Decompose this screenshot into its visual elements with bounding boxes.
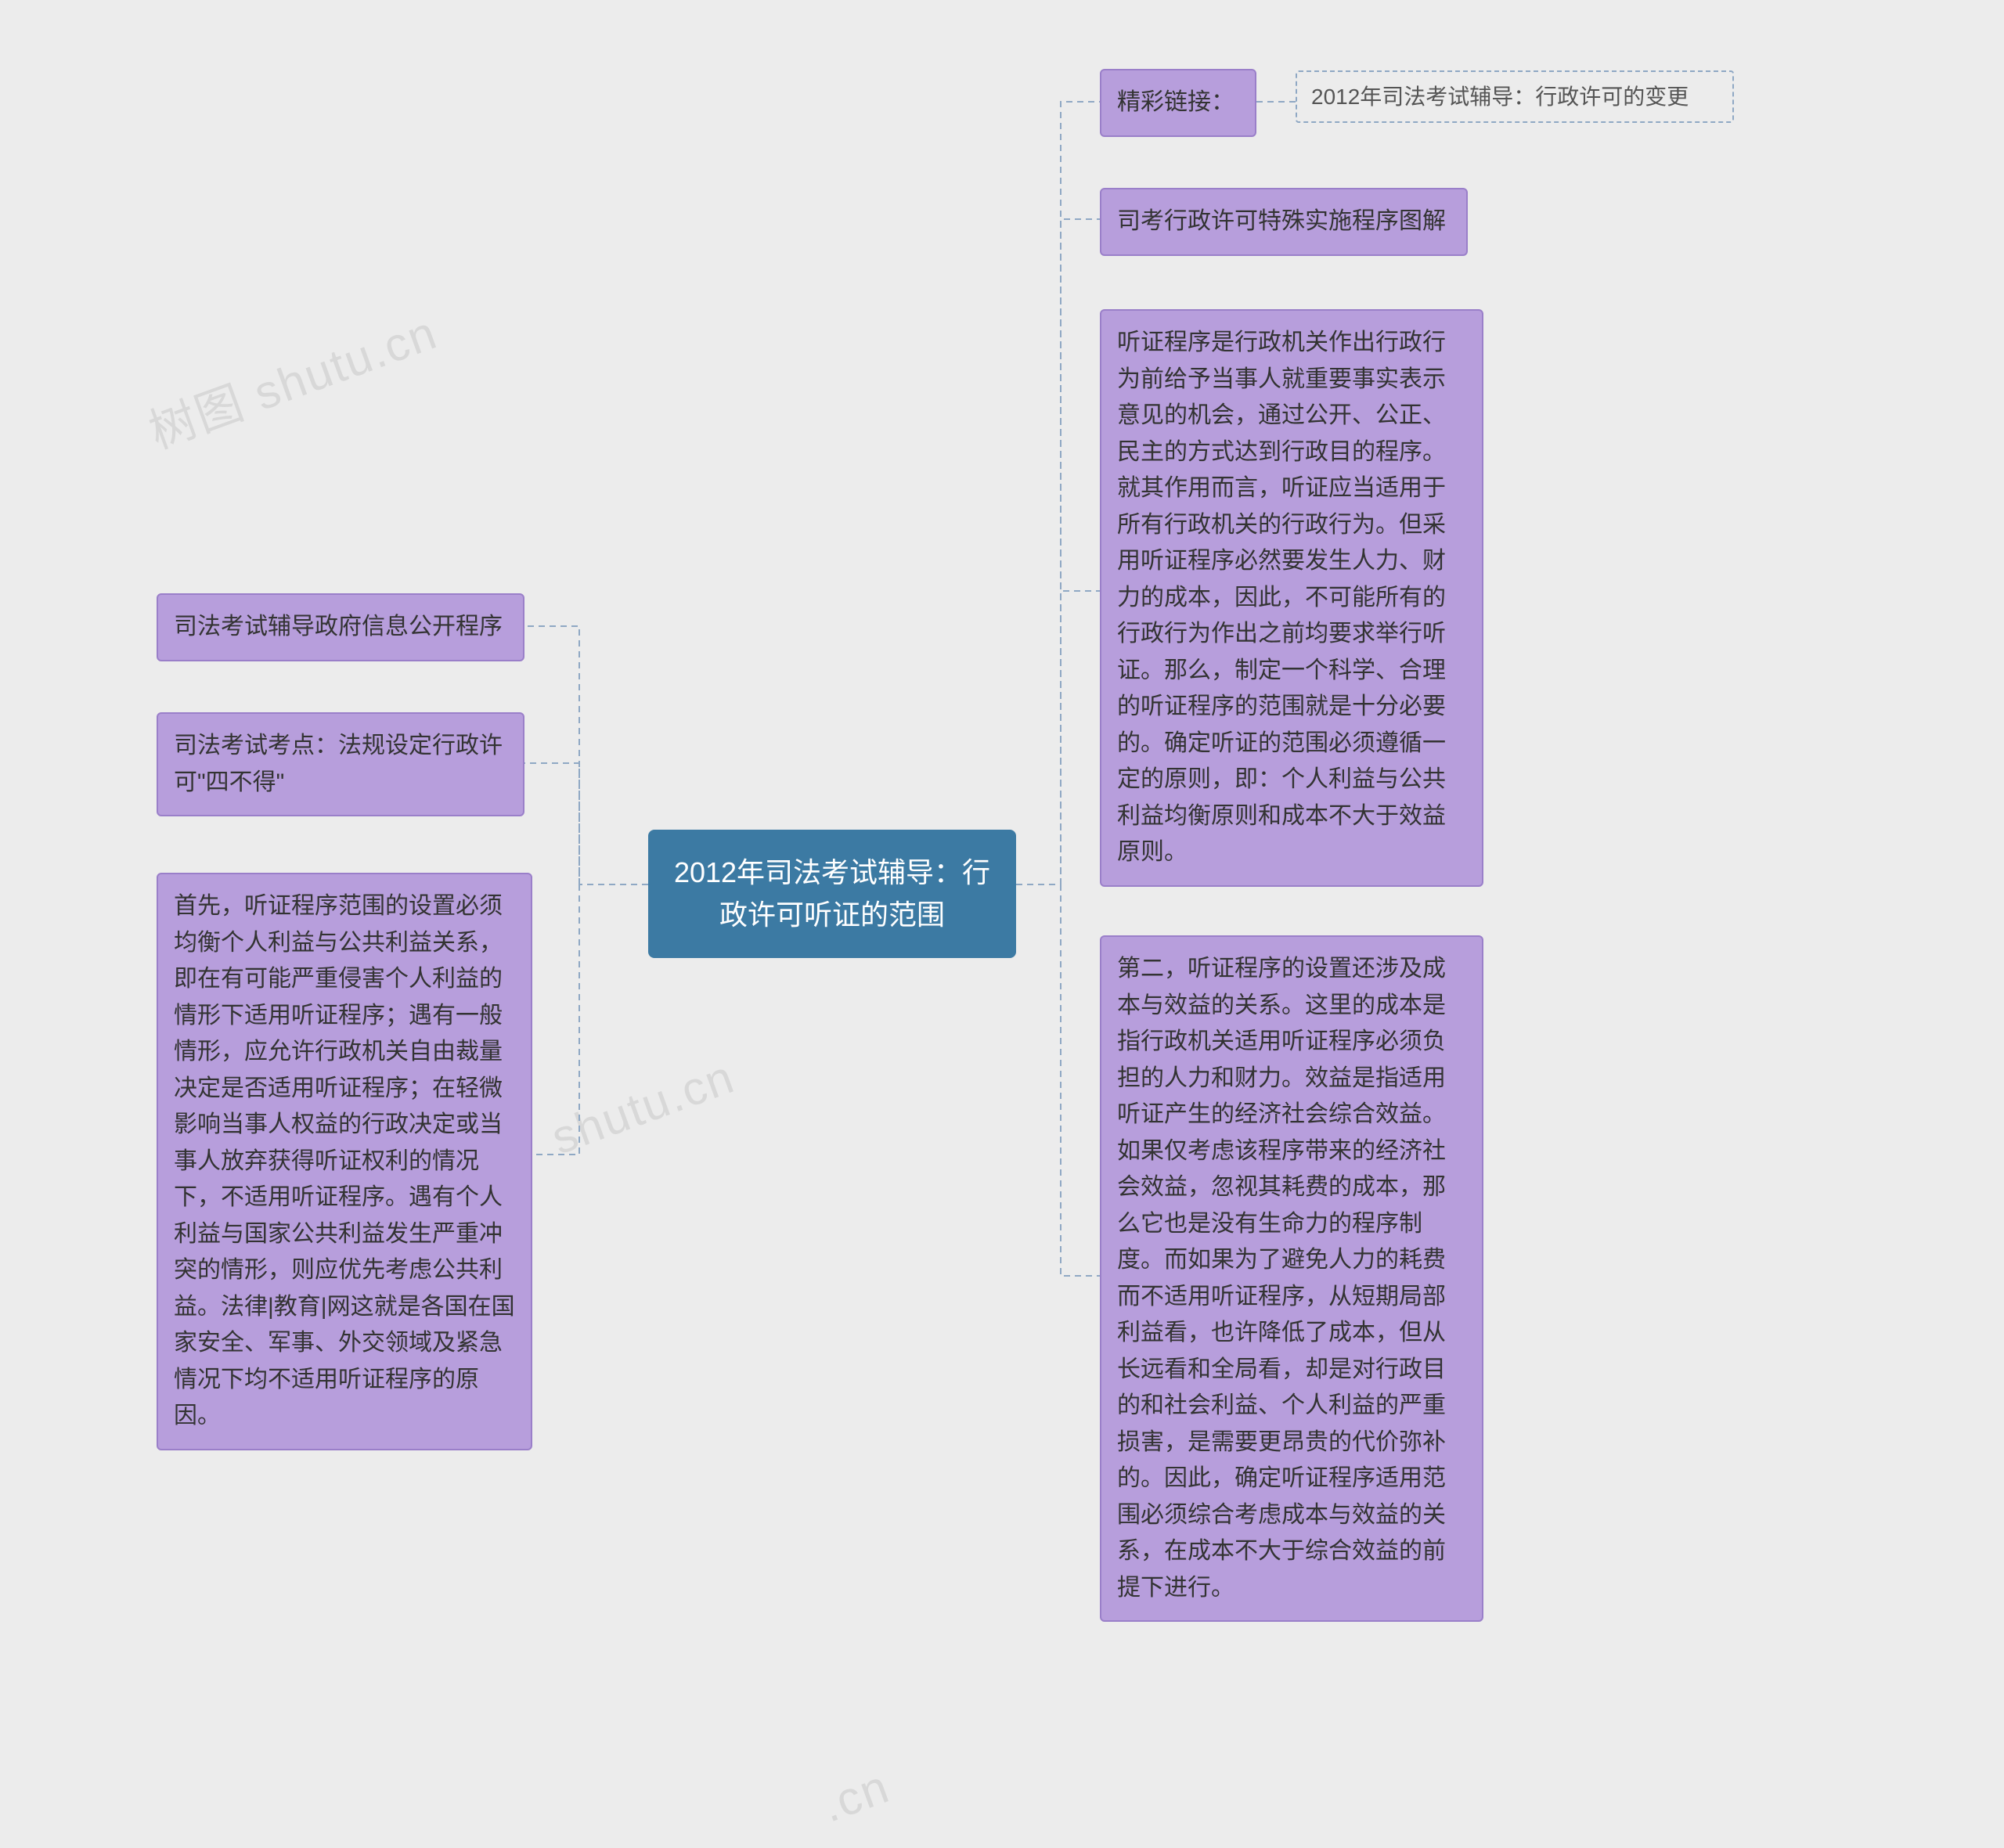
watermark: 树图 shutu.cn [139, 295, 445, 463]
node-right-2[interactable]: 司考行政许可特殊实施程序图解 [1100, 188, 1468, 256]
node-right-1-child[interactable]: 2012年司法考试辅导：行政许可的变更 [1296, 70, 1734, 123]
watermark: .cn [815, 1759, 896, 1832]
node-right-1[interactable]: 精彩链接： [1100, 69, 1256, 137]
node-right-3[interactable]: 听证程序是行政机关作出行政行为前给予当事人就重要事实表示意见的机会，通过公开、公… [1100, 309, 1483, 887]
watermark: shutu.cn [545, 1050, 742, 1165]
node-left-2[interactable]: 司法考试考点：法规设定行政许可"四不得" [157, 712, 524, 816]
node-left-3[interactable]: 首先，听证程序范围的设置必须均衡个人利益与公共利益关系，即在有可能严重侵害个人利… [157, 873, 532, 1450]
node-left-1[interactable]: 司法考试辅导政府信息公开程序 [157, 593, 524, 661]
node-right-4[interactable]: 第二，听证程序的设置还涉及成本与效益的关系。这里的成本是指行政机关适用听证程序必… [1100, 935, 1483, 1622]
center-node[interactable]: 2012年司法考试辅导：行政许可听证的范围 [648, 830, 1016, 958]
